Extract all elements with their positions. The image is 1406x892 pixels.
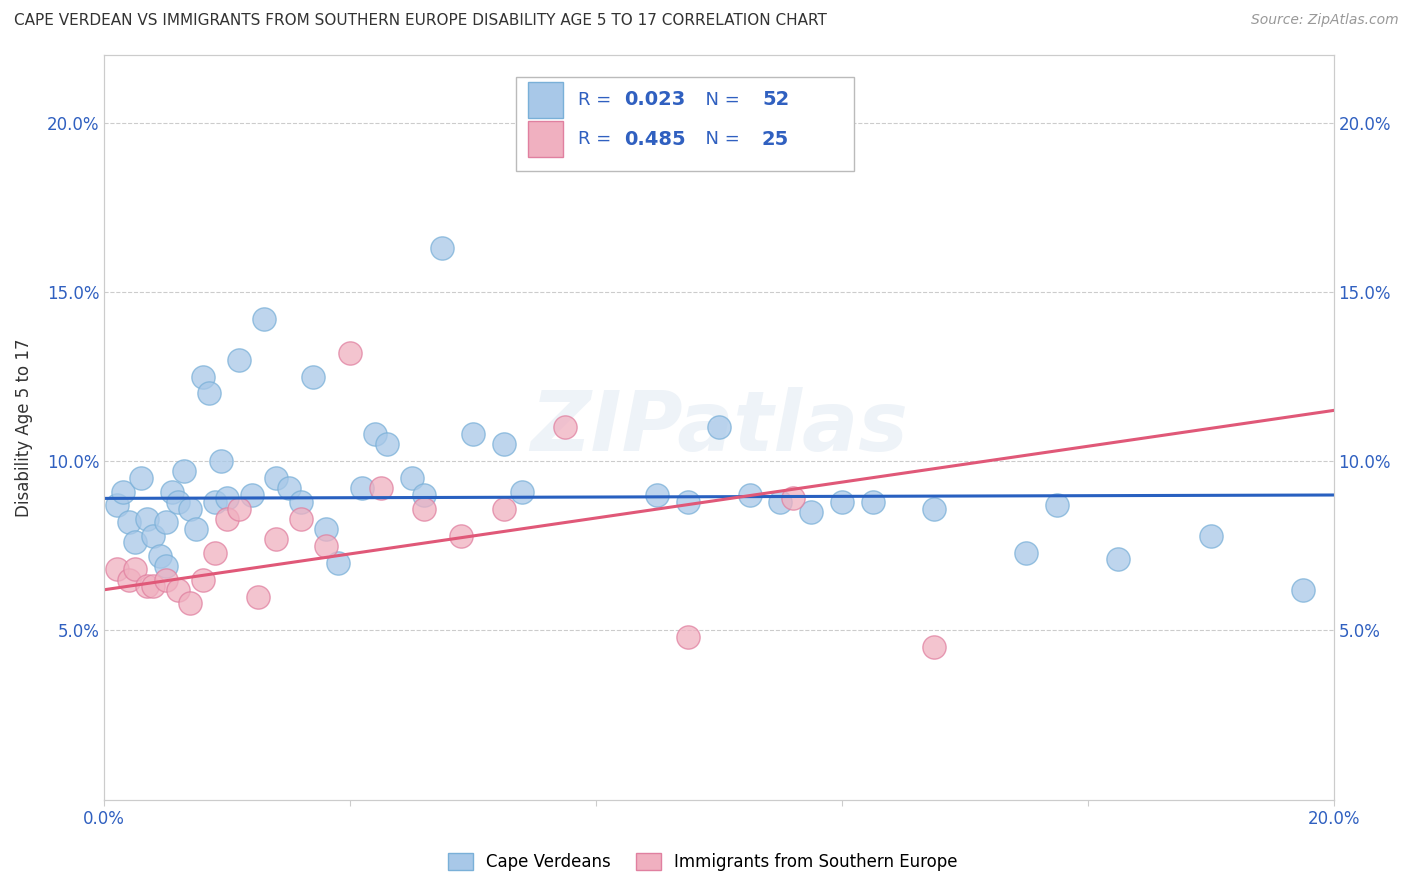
Point bbox=[142, 579, 165, 593]
Point bbox=[492, 437, 515, 451]
Legend: Cape Verdeans, Immigrants from Southern Europe: Cape Verdeans, Immigrants from Southern … bbox=[440, 845, 966, 880]
Text: Source: ZipAtlas.com: Source: ZipAtlas.com bbox=[1251, 13, 1399, 28]
Point bbox=[492, 501, 515, 516]
Point bbox=[105, 498, 128, 512]
Point bbox=[228, 352, 250, 367]
FancyBboxPatch shape bbox=[529, 82, 562, 118]
Point bbox=[1199, 528, 1222, 542]
Point bbox=[197, 386, 219, 401]
Text: 0.023: 0.023 bbox=[624, 90, 686, 110]
Point bbox=[1292, 582, 1315, 597]
Point bbox=[266, 532, 288, 546]
Text: N =: N = bbox=[695, 130, 745, 148]
Point bbox=[173, 464, 195, 478]
Point bbox=[370, 481, 392, 495]
Point bbox=[167, 495, 190, 509]
Point bbox=[862, 495, 884, 509]
Point bbox=[179, 501, 201, 516]
Point bbox=[217, 511, 239, 525]
Point bbox=[831, 495, 853, 509]
Point bbox=[204, 495, 226, 509]
Point bbox=[266, 471, 288, 485]
Point bbox=[240, 488, 263, 502]
Point bbox=[647, 488, 669, 502]
Point bbox=[129, 471, 152, 485]
Point bbox=[1015, 545, 1038, 559]
Point bbox=[155, 559, 177, 574]
Point bbox=[253, 312, 276, 326]
Point bbox=[105, 562, 128, 576]
Text: N =: N = bbox=[695, 91, 745, 109]
Point bbox=[676, 495, 699, 509]
Point bbox=[800, 505, 823, 519]
Point bbox=[326, 556, 349, 570]
Point bbox=[118, 573, 141, 587]
Point bbox=[142, 528, 165, 542]
Point bbox=[204, 545, 226, 559]
Point bbox=[461, 427, 484, 442]
FancyBboxPatch shape bbox=[516, 78, 855, 170]
Point bbox=[186, 522, 208, 536]
Text: ZIPatlas: ZIPatlas bbox=[530, 387, 908, 467]
Text: 52: 52 bbox=[762, 90, 789, 110]
Point bbox=[339, 346, 361, 360]
Point bbox=[676, 630, 699, 644]
Point bbox=[315, 522, 337, 536]
Point bbox=[401, 471, 423, 485]
FancyBboxPatch shape bbox=[529, 121, 562, 157]
Text: 25: 25 bbox=[762, 129, 789, 149]
Point bbox=[432, 241, 454, 255]
Point bbox=[217, 491, 239, 506]
Point bbox=[167, 582, 190, 597]
Point bbox=[510, 484, 533, 499]
Point bbox=[782, 491, 804, 506]
Point bbox=[290, 511, 312, 525]
Point bbox=[155, 573, 177, 587]
Point bbox=[228, 501, 250, 516]
Point bbox=[209, 454, 232, 468]
Point bbox=[412, 501, 434, 516]
Point bbox=[124, 535, 146, 549]
Point bbox=[364, 427, 387, 442]
Point bbox=[412, 488, 434, 502]
Point bbox=[352, 481, 374, 495]
Point bbox=[1046, 498, 1069, 512]
Text: CAPE VERDEAN VS IMMIGRANTS FROM SOUTHERN EUROPE DISABILITY AGE 5 TO 17 CORRELATI: CAPE VERDEAN VS IMMIGRANTS FROM SOUTHERN… bbox=[14, 13, 827, 29]
Point bbox=[136, 579, 159, 593]
Point bbox=[136, 511, 159, 525]
Point bbox=[290, 495, 312, 509]
Point bbox=[118, 515, 141, 529]
Point bbox=[191, 369, 214, 384]
Point bbox=[302, 369, 325, 384]
Point bbox=[375, 437, 398, 451]
Point bbox=[554, 420, 576, 434]
Point bbox=[315, 539, 337, 553]
Point bbox=[707, 420, 730, 434]
Point bbox=[160, 484, 183, 499]
Point bbox=[1108, 552, 1130, 566]
Point bbox=[769, 495, 792, 509]
Point bbox=[148, 549, 170, 563]
Point bbox=[111, 484, 134, 499]
Point bbox=[922, 640, 945, 655]
Text: R =: R = bbox=[578, 91, 617, 109]
Point bbox=[738, 488, 761, 502]
Point bbox=[179, 596, 201, 610]
Text: 0.485: 0.485 bbox=[624, 129, 686, 149]
Point bbox=[922, 501, 945, 516]
Point bbox=[246, 590, 269, 604]
Point bbox=[191, 573, 214, 587]
Text: R =: R = bbox=[578, 130, 617, 148]
Point bbox=[124, 562, 146, 576]
Point bbox=[277, 481, 299, 495]
Point bbox=[450, 528, 472, 542]
Y-axis label: Disability Age 5 to 17: Disability Age 5 to 17 bbox=[15, 338, 32, 516]
Point bbox=[155, 515, 177, 529]
